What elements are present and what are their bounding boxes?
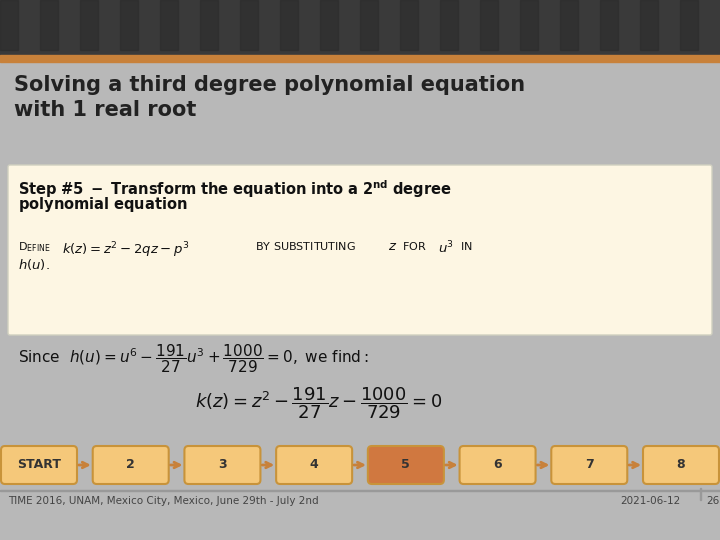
Bar	[560, 0, 578, 50]
FancyBboxPatch shape	[184, 446, 261, 484]
Bar	[40, 0, 58, 50]
Text: 2021-06-12: 2021-06-12	[620, 496, 680, 506]
Text: 7: 7	[585, 458, 594, 471]
Bar	[0, 490, 720, 491]
Text: $k(z) = z^2 - \dfrac{191}{27}z - \dfrac{1000}{729} = 0$: $k(z) = z^2 - \dfrac{191}{27}z - \dfrac{…	[195, 385, 442, 421]
Text: $\bf{polynomial\ equation}$: $\bf{polynomial\ equation}$	[18, 195, 187, 214]
Text: $\mathrm{Since}\ \ h(u) = u^6 - \dfrac{191}{27}u^3 + \dfrac{1000}{729} = 0,\ \ma: $\mathrm{Since}\ \ h(u) = u^6 - \dfrac{1…	[18, 342, 369, 375]
FancyBboxPatch shape	[276, 446, 352, 484]
Text: 2: 2	[126, 458, 135, 471]
FancyBboxPatch shape	[1, 446, 77, 484]
FancyBboxPatch shape	[93, 446, 168, 484]
Text: $\rm{IN}$: $\rm{IN}$	[460, 240, 472, 252]
FancyBboxPatch shape	[368, 446, 444, 484]
Bar	[0, 62, 720, 165]
Text: TIME 2016, UNAM, Mexico City, Mexico, June 29th - July 2nd: TIME 2016, UNAM, Mexico City, Mexico, Ju…	[8, 496, 319, 506]
Bar	[0, 55, 720, 62]
Text: $\rm{FOR}$: $\rm{FOR}$	[402, 240, 427, 252]
Bar	[440, 0, 458, 50]
Bar	[480, 0, 498, 50]
Bar	[0, 0, 720, 55]
Bar	[120, 0, 138, 50]
Bar	[0, 133, 720, 440]
Bar	[280, 0, 298, 50]
Bar	[520, 0, 538, 50]
FancyBboxPatch shape	[643, 446, 719, 484]
Text: 26: 26	[706, 496, 719, 506]
Text: 6: 6	[493, 458, 502, 471]
Text: $k(z) = z^2 - 2qz - p^3$: $k(z) = z^2 - 2qz - p^3$	[62, 240, 189, 260]
Text: 8: 8	[677, 458, 685, 471]
Text: $z$: $z$	[388, 240, 397, 253]
Text: $\rm{BY\ SUBSTITUTING}$: $\rm{BY\ SUBSTITUTING}$	[255, 240, 356, 252]
Bar	[700, 488, 701, 500]
Text: 4: 4	[310, 458, 318, 471]
FancyBboxPatch shape	[459, 446, 536, 484]
FancyBboxPatch shape	[8, 165, 712, 335]
Bar	[320, 0, 338, 50]
Bar	[360, 0, 378, 50]
Bar	[0, 435, 720, 490]
Bar	[200, 0, 218, 50]
Bar	[600, 0, 618, 50]
Bar	[680, 0, 698, 50]
Bar	[160, 0, 178, 50]
Text: with 1 real root: with 1 real root	[14, 100, 197, 120]
Text: $\rm{D}_{\rm{EFINE}}$: $\rm{D}_{\rm{EFINE}}$	[18, 240, 50, 254]
Text: $h(u).$: $h(u).$	[18, 257, 50, 272]
Text: START: START	[17, 458, 61, 471]
FancyBboxPatch shape	[552, 446, 627, 484]
Text: $u^3$: $u^3$	[438, 240, 454, 256]
Text: $\bf{Step\ \#5\ -\ Transform\ the\ equation\ into\ a\ 2^{nd}\ degree}$: $\bf{Step\ \#5\ -\ Transform\ the\ equat…	[18, 178, 451, 200]
Bar	[400, 0, 418, 50]
Text: Solving a third degree polynomial equation: Solving a third degree polynomial equati…	[14, 75, 525, 95]
Bar	[640, 0, 658, 50]
Bar	[0, 0, 18, 50]
Bar	[80, 0, 98, 50]
Text: 5: 5	[402, 458, 410, 471]
Text: 3: 3	[218, 458, 227, 471]
Bar	[240, 0, 258, 50]
